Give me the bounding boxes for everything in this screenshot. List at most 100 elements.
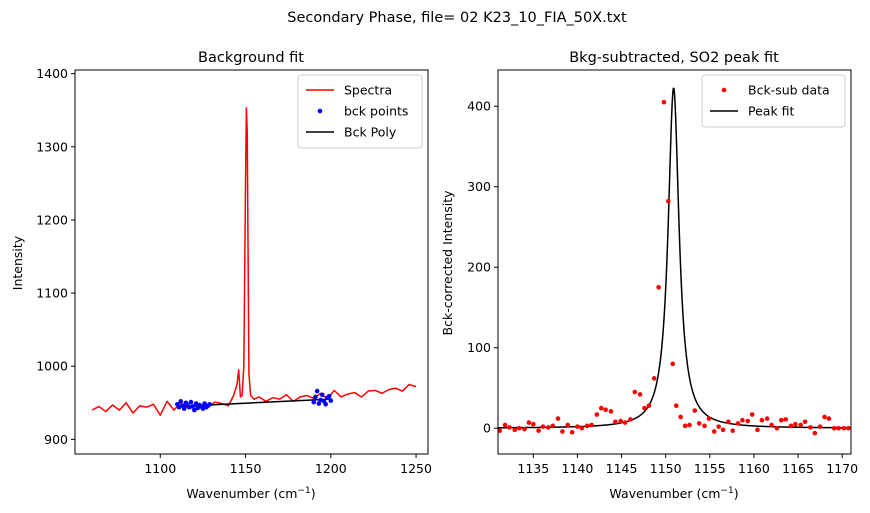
peak-fit-legend: Bck-sub data Peak fit bbox=[701, 74, 846, 128]
background-fit-x-tick-label: 1100 bbox=[144, 461, 176, 476]
peak-fit-point-bck-sub-data bbox=[569, 429, 575, 435]
peak-fit-point-bck-sub-data bbox=[808, 425, 813, 430]
peak-fit-point-bck-sub-data bbox=[720, 427, 726, 433]
peak-fit-point-bck-sub-data bbox=[666, 198, 671, 204]
background-fit-point-bck-points bbox=[188, 399, 194, 405]
peak-fit-x-tick-label: 1165 bbox=[782, 461, 814, 476]
background-fit-plot-area bbox=[91, 107, 417, 416]
peak-fit-point-bck-sub-data bbox=[769, 422, 774, 428]
peak-fit-point-bck-sub-data bbox=[540, 424, 546, 429]
peak-fit-point-bck-sub-data bbox=[507, 425, 512, 430]
peak-fit-point-bck-sub-data bbox=[755, 427, 760, 433]
background-fit-y-ticks: 900 1000 1100 1200 1300 1400 bbox=[36, 66, 75, 447]
peak-fit-y-tick-label: 0 bbox=[483, 421, 491, 436]
peak-fit-x-tick-label: 1170 bbox=[826, 461, 858, 476]
background-fit-y-tick-label: 1100 bbox=[36, 286, 68, 301]
peak-fit-point-bck-sub-data bbox=[788, 423, 794, 429]
peak-fit-y-tick-label: 400 bbox=[467, 99, 491, 114]
peak-fit-point-bck-sub-data bbox=[526, 420, 532, 425]
peak-fit-point-bck-sub-data bbox=[613, 419, 618, 425]
peak-fit-x-tick-label: 1140 bbox=[562, 461, 594, 476]
background-fit-point-bck-points bbox=[178, 399, 184, 404]
background-fit-x-tick-label: 1200 bbox=[315, 461, 347, 476]
peak-fit-point-bck-sub-data bbox=[774, 425, 780, 431]
background-fit-legend: Spectra bck points Bck Poly bbox=[297, 74, 423, 149]
peak-fit-point-bck-sub-data bbox=[846, 425, 851, 431]
background-fit-title: Background fit bbox=[198, 50, 304, 66]
peak-fit-series-peak-fit bbox=[498, 87, 851, 429]
peak-fit-point-bck-sub-data bbox=[759, 417, 765, 423]
background-fit-point-bck-points bbox=[319, 392, 325, 398]
peak-fit-point-bck-sub-data bbox=[622, 420, 628, 425]
peak-fit-point-bck-sub-data bbox=[692, 408, 698, 413]
peak-fit-point-bck-sub-data bbox=[522, 426, 527, 432]
background-fit-point-bck-points bbox=[207, 401, 213, 407]
peak-fit-point-bck-sub-data bbox=[512, 427, 518, 433]
background-fit-x-tick-label: 1250 bbox=[400, 461, 432, 476]
figure-suptitle: Secondary Phase, file= 02 K23_10_FIA_50X… bbox=[287, 10, 627, 26]
peak-fit-point-bck-sub-data bbox=[696, 421, 702, 426]
peak-fit-point-bck-sub-data bbox=[550, 423, 556, 429]
peak-fit-point-bck-sub-data bbox=[555, 416, 561, 421]
background-fit-point-bck-points bbox=[192, 407, 197, 413]
peak-fit-x-ticks: 1135 1140 1145 1150 1155 1160 1165 1170 bbox=[517, 454, 858, 476]
background-fit-legend-label-bck-points: bck points bbox=[344, 104, 408, 119]
peak-fit-point-bck-sub-data bbox=[584, 423, 590, 429]
background-fit-series-spectra bbox=[91, 107, 417, 416]
peak-fit-point-bck-sub-data bbox=[745, 418, 751, 424]
background-fit-y-axis-label: Intensity bbox=[10, 235, 25, 290]
background-fit-point-bck-points bbox=[314, 388, 320, 394]
peak-fit-point-bck-sub-data bbox=[831, 425, 837, 431]
background-fit-y-tick-label: 1000 bbox=[36, 359, 68, 374]
background-fit-x-axis-label: Wavenumber (cm−1) bbox=[186, 486, 315, 501]
peak-fit-axes-frame bbox=[497, 69, 852, 455]
peak-fit-point-bck-sub-data bbox=[826, 416, 832, 421]
peak-fit-y-ticks: 0 100 200 300 400 bbox=[467, 99, 498, 436]
background-fit-point-bck-points bbox=[202, 401, 207, 406]
peak-fit-point-bck-sub-data bbox=[598, 405, 604, 411]
peak-fit-point-bck-sub-data bbox=[536, 428, 541, 433]
peak-fit-point-bck-sub-data bbox=[661, 99, 667, 105]
peak-fit-y-tick-label: 300 bbox=[467, 179, 491, 194]
peak-fit-point-bck-sub-data bbox=[637, 392, 643, 397]
peak-fit-point-bck-sub-data bbox=[716, 424, 721, 429]
peak-fit-x-tick-label: 1160 bbox=[738, 461, 770, 476]
peak-fit-point-bck-sub-data bbox=[711, 429, 717, 434]
background-fit-legend-label-bck-poly: Bck Poly bbox=[344, 125, 397, 140]
background-fit-legend-label-spectra: Spectra bbox=[344, 83, 392, 98]
background-fit-point-bck-points bbox=[313, 394, 318, 400]
background-fit-point-bck-points bbox=[311, 399, 317, 405]
peak-fit-point-bck-sub-data bbox=[783, 417, 788, 422]
background-fit-point-bck-points bbox=[316, 401, 322, 406]
background-fit-y-tick-label: 1400 bbox=[36, 66, 68, 81]
peak-fit-point-bck-sub-data bbox=[702, 423, 707, 429]
peak-fit-legend-label-bck-sub-data: Bck-sub data bbox=[748, 83, 830, 98]
peak-fit-legend-swatch-bck-sub-data bbox=[721, 87, 727, 93]
peak-fit-x-axis-label: Wavenumber (cm−1) bbox=[609, 486, 738, 501]
peak-fit-point-bck-sub-data bbox=[646, 403, 652, 409]
peak-fit-point-bck-sub-data bbox=[678, 414, 683, 420]
background-fit-point-bck-points bbox=[323, 401, 328, 407]
peak-fit-point-bck-sub-data bbox=[836, 425, 841, 431]
peak-fit-point-bck-sub-data bbox=[670, 361, 676, 367]
peak-fit-y-axis-label: Bck-corrected Intensity bbox=[440, 190, 455, 336]
peak-fit-point-bck-sub-data bbox=[726, 419, 731, 425]
peak-fit-point-bck-sub-data bbox=[687, 422, 692, 428]
peak-fit-point-bck-sub-data bbox=[706, 416, 712, 421]
peak-fit-point-bck-sub-data bbox=[682, 423, 688, 429]
peak-fit-point-bck-sub-data bbox=[608, 409, 614, 414]
peak-fit-point-bck-sub-data bbox=[575, 424, 580, 429]
peak-fit-title: Bkg-subtracted, SO2 peak fit bbox=[569, 50, 779, 66]
peak-fit-point-bck-sub-data bbox=[603, 407, 608, 413]
peak-fit-point-bck-sub-data bbox=[764, 416, 770, 421]
peak-fit-point-bck-sub-data bbox=[560, 429, 565, 434]
peak-fit-point-bck-sub-data bbox=[841, 425, 847, 431]
peak-fit-point-bck-sub-data bbox=[498, 428, 503, 433]
peak-fit-plot-area bbox=[498, 87, 851, 436]
peak-fit-point-bck-sub-data bbox=[589, 422, 594, 428]
peak-fit-point-bck-sub-data bbox=[793, 421, 798, 427]
peak-fit-point-bck-sub-data bbox=[628, 417, 633, 422]
peak-fit-point-bck-sub-data bbox=[579, 425, 585, 431]
background-fit-x-ticks: 1100 1150 1200 1250 bbox=[144, 454, 432, 476]
